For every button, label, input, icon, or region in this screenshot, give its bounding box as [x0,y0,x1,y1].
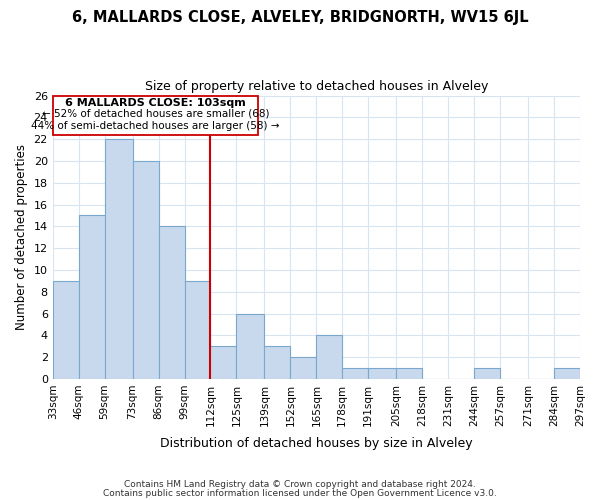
Bar [185,281,211,379]
Bar [104,139,133,379]
Text: Contains HM Land Registry data © Crown copyright and database right 2024.: Contains HM Land Registry data © Crown c… [124,480,476,489]
Text: ← 52% of detached houses are smaller (68): ← 52% of detached houses are smaller (68… [42,108,269,118]
Text: Contains public sector information licensed under the Open Government Licence v3: Contains public sector information licen… [103,489,497,498]
Bar [133,161,158,379]
Y-axis label: Number of detached properties: Number of detached properties [15,144,28,330]
Text: 6 MALLARDS CLOSE: 103sqm: 6 MALLARDS CLOSE: 103sqm [65,98,246,108]
Bar [368,368,396,379]
Bar [211,346,236,379]
Bar [236,314,265,379]
Title: Size of property relative to detached houses in Alveley: Size of property relative to detached ho… [145,80,488,93]
Bar [158,226,185,379]
Bar [554,368,580,379]
Bar [396,368,422,379]
Bar [53,281,79,379]
Bar [265,346,290,379]
Bar [316,336,343,379]
FancyBboxPatch shape [53,96,259,135]
Bar [474,368,500,379]
Text: 6, MALLARDS CLOSE, ALVELEY, BRIDGNORTH, WV15 6JL: 6, MALLARDS CLOSE, ALVELEY, BRIDGNORTH, … [71,10,529,25]
Text: 44% of semi-detached houses are larger (58) →: 44% of semi-detached houses are larger (… [31,121,280,131]
Bar [79,216,104,379]
Bar [290,357,316,379]
X-axis label: Distribution of detached houses by size in Alveley: Distribution of detached houses by size … [160,437,473,450]
Bar [343,368,368,379]
